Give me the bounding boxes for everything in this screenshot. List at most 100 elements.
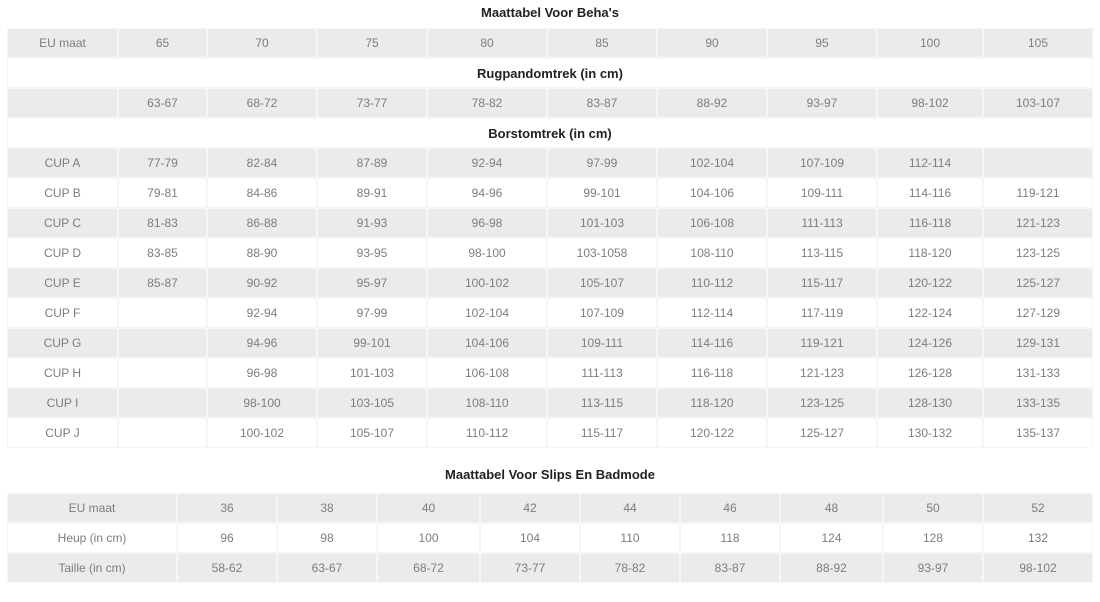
value-cell: 133-135	[983, 388, 1093, 418]
value-cell: 119-121	[767, 328, 877, 358]
table-row: Borstomtrek (in cm)	[7, 118, 1093, 148]
value-cell: 107-109	[547, 298, 657, 328]
value-cell: 97-99	[547, 148, 657, 178]
value-cell: 123-125	[983, 238, 1093, 268]
value-cell: 73-77	[480, 553, 580, 583]
value-cell: 100	[877, 28, 983, 58]
section-header: Rugpandomtrek (in cm)	[7, 58, 1093, 88]
value-cell: 88-92	[657, 88, 767, 118]
value-cell: 48	[780, 493, 883, 523]
value-cell: 131-133	[983, 358, 1093, 388]
row-label-cell: CUP F	[7, 298, 118, 328]
value-cell: 105	[983, 28, 1093, 58]
row-label-cell: CUP D	[7, 238, 118, 268]
value-cell: 42	[480, 493, 580, 523]
value-cell: 122-124	[877, 298, 983, 328]
value-cell: 94-96	[427, 178, 547, 208]
value-cell: 118-120	[657, 388, 767, 418]
value-cell: 109-111	[767, 178, 877, 208]
table-row: Rugpandomtrek (in cm)	[7, 58, 1093, 88]
value-cell: 68-72	[377, 553, 480, 583]
value-cell: 81-83	[118, 208, 207, 238]
value-cell: 79-81	[118, 178, 207, 208]
value-cell	[118, 358, 207, 388]
value-cell: 114-116	[877, 178, 983, 208]
page-content: Maattabel Voor Beha's EU maat 65 70 75 80 85 9…	[0, 5, 1100, 583]
value-cell: 101-103	[317, 358, 427, 388]
value-cell: 52	[983, 493, 1093, 523]
value-cell: 119-121	[983, 178, 1093, 208]
value-cell: 98-100	[207, 388, 317, 418]
value-cell: 110-112	[657, 268, 767, 298]
table-row: CUP C 81-83 86-88 91-93 96-98 101-103 106-108 1…	[7, 208, 1093, 238]
value-cell: 102-104	[427, 298, 547, 328]
value-cell: 83-87	[680, 553, 780, 583]
value-cell: 91-93	[317, 208, 427, 238]
table-row: CUP E 85-87 90-92 95-97 100-102 105-107 110-11…	[7, 268, 1093, 298]
value-cell: 78-82	[427, 88, 547, 118]
value-cell: 104-106	[427, 328, 547, 358]
value-cell: 85-87	[118, 268, 207, 298]
value-cell: 111-113	[767, 208, 877, 238]
value-cell: 121-123	[767, 358, 877, 388]
value-cell: 96-98	[207, 358, 317, 388]
value-cell: 110-112	[427, 418, 547, 448]
value-cell: 89-91	[317, 178, 427, 208]
value-cell: 124	[780, 523, 883, 553]
value-cell: 98-100	[427, 238, 547, 268]
table-row: CUP I 98-100 103-105 108-110 113-115 118-120 1…	[7, 388, 1093, 418]
value-cell: 116-118	[877, 208, 983, 238]
table-row: CUP B 79-81 84-86 89-91 94-96 99-101 104-106 10…	[7, 178, 1093, 208]
value-cell: 98	[277, 523, 377, 553]
value-cell: 132	[983, 523, 1093, 553]
row-label-cell: Taille (in cm)	[7, 553, 177, 583]
row-label-cell: CUP B	[7, 178, 118, 208]
row-label-cell: CUP G	[7, 328, 118, 358]
value-cell: 70	[207, 28, 317, 58]
value-cell: 118	[680, 523, 780, 553]
row-label-cell: CUP H	[7, 358, 118, 388]
value-cell: 80	[427, 28, 547, 58]
value-cell: 108-110	[657, 238, 767, 268]
value-cell: 123-125	[767, 388, 877, 418]
value-cell: 100	[377, 523, 480, 553]
value-cell: 63-67	[277, 553, 377, 583]
value-cell: 107-109	[767, 148, 877, 178]
value-cell: 99-101	[317, 328, 427, 358]
value-cell: 104-106	[657, 178, 767, 208]
value-cell: 116-118	[657, 358, 767, 388]
value-cell: 87-89	[317, 148, 427, 178]
value-cell: 121-123	[983, 208, 1093, 238]
value-cell: 88-90	[207, 238, 317, 268]
value-cell: 90	[657, 28, 767, 58]
value-cell: 111-113	[547, 358, 657, 388]
table-row: CUP G 94-96 99-101 104-106 109-111 114-116 119…	[7, 328, 1093, 358]
value-cell: 106-108	[427, 358, 547, 388]
section-header: Borstomtrek (in cm)	[7, 118, 1093, 148]
value-cell: 101-103	[547, 208, 657, 238]
value-cell: 73-77	[317, 88, 427, 118]
value-cell: 127-129	[983, 298, 1093, 328]
value-cell: 103-1058	[547, 238, 657, 268]
value-cell: 108-110	[427, 388, 547, 418]
value-cell: 95	[767, 28, 877, 58]
value-cell: 38	[277, 493, 377, 523]
value-cell: 100-102	[427, 268, 547, 298]
value-cell: 105-107	[547, 268, 657, 298]
value-cell	[118, 418, 207, 448]
row-label-cell	[7, 88, 118, 118]
value-cell: 128-130	[877, 388, 983, 418]
table-row: Heup (in cm) 96 98 100 104 110 118 124 128 132	[7, 523, 1093, 553]
value-cell: 96	[177, 523, 277, 553]
value-cell: 106-108	[657, 208, 767, 238]
row-label-cell: EU maat	[7, 493, 177, 523]
value-cell: 128	[883, 523, 983, 553]
value-cell: 36	[177, 493, 277, 523]
table-row: EU maat 65 70 75 80 85 90 95 100 105	[7, 28, 1093, 58]
value-cell: 103-107	[983, 88, 1093, 118]
table-row: CUP H 96-98 101-103 106-108 111-113 116-118 12…	[7, 358, 1093, 388]
row-label-cell: CUP C	[7, 208, 118, 238]
value-cell: 83-87	[547, 88, 657, 118]
table-row: CUP D 83-85 88-90 93-95 98-100 103-1058 108-11…	[7, 238, 1093, 268]
value-cell: 103-105	[317, 388, 427, 418]
